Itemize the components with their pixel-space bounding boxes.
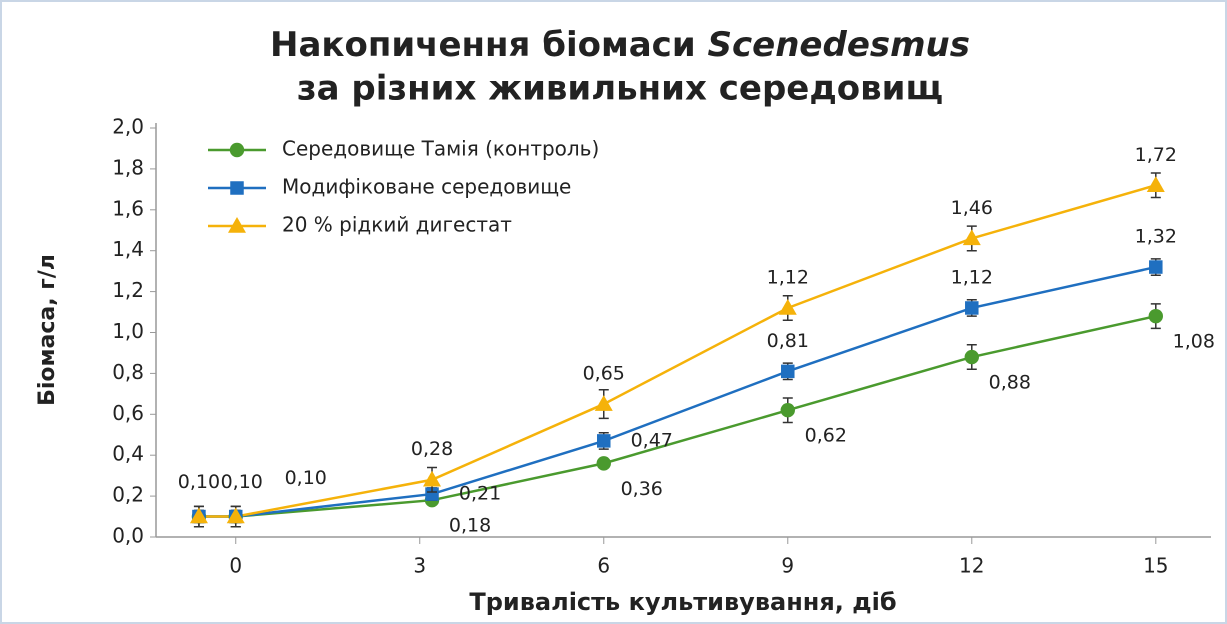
y-tick-label: 0,6 <box>112 401 144 425</box>
y-tick-label: 1,6 <box>112 196 144 220</box>
data-label: 1,72 <box>1135 144 1177 166</box>
legend-marker <box>229 142 245 158</box>
point <box>778 298 797 315</box>
data-label: 0,47 <box>631 429 673 451</box>
data-label: 0,88 <box>989 372 1031 394</box>
point <box>594 395 613 411</box>
y-tick-label: 0,4 <box>112 442 144 466</box>
y-tick-label: 1,8 <box>112 155 144 179</box>
data-label: 0,65 <box>583 363 625 385</box>
x-tick-label: 12 <box>959 554 984 578</box>
data-label: 0,21 <box>459 483 501 505</box>
data-label: 0,10 <box>221 471 263 493</box>
x-tick-label: 3 <box>413 554 426 578</box>
x-tick-label: 15 <box>1143 554 1168 578</box>
point <box>596 456 611 471</box>
y-tick-label: 1,4 <box>112 237 144 261</box>
point <box>964 349 979 365</box>
legend-marker <box>230 181 244 195</box>
point <box>1146 176 1165 193</box>
data-label: 0,10 <box>178 471 220 493</box>
data-label: 0,18 <box>449 515 491 537</box>
data-label: 1,46 <box>951 197 993 219</box>
point <box>962 229 981 246</box>
y-tick-label: 0,8 <box>112 360 144 384</box>
data-label: 0,62 <box>805 425 847 447</box>
point <box>423 470 442 487</box>
point <box>597 434 611 448</box>
data-label: 0,10 <box>285 467 327 489</box>
y-axis-label: Біомаса, г/л <box>35 254 60 406</box>
legend-label: Середовище Тамія (контроль) <box>282 137 599 161</box>
data-label: 1,32 <box>1135 226 1177 248</box>
title-part: Scenedesmus <box>708 25 970 65</box>
x-tick-label: 9 <box>781 554 794 578</box>
data-label: 0,28 <box>411 438 453 460</box>
chart-title: за різних живильних середовищ <box>297 69 943 109</box>
point <box>189 507 208 524</box>
legend-label: 20 % рідкий дигестат <box>282 213 512 237</box>
point <box>1148 308 1163 324</box>
y-tick-label: 1,0 <box>112 319 144 343</box>
point <box>425 487 439 501</box>
point <box>1149 260 1163 274</box>
data-label: 0,81 <box>767 330 809 352</box>
point <box>965 301 979 315</box>
point <box>226 507 245 524</box>
x-axis-label: Тривалість культивування, діб <box>469 588 896 616</box>
point <box>780 403 795 418</box>
x-tick-label: 0 <box>229 554 242 578</box>
y-tick-label: 1,2 <box>112 278 144 302</box>
data-label: 1,12 <box>767 266 809 288</box>
y-tick-label: 2,0 <box>112 115 144 139</box>
chart-title: Накопичення біомаси Scenedesmus <box>270 25 970 65</box>
y-tick-label: 0,0 <box>112 524 144 548</box>
data-label: 1,08 <box>1173 331 1215 353</box>
title-part: Накопичення біомаси <box>270 25 696 65</box>
point <box>781 364 795 379</box>
data-label: 0,36 <box>621 478 663 500</box>
legend-marker <box>228 217 246 233</box>
legend-label: Модифіковане середовище <box>282 175 571 199</box>
y-tick-label: 0,2 <box>112 483 144 507</box>
data-label: 1,12 <box>951 266 993 288</box>
x-tick-label: 6 <box>597 554 610 578</box>
